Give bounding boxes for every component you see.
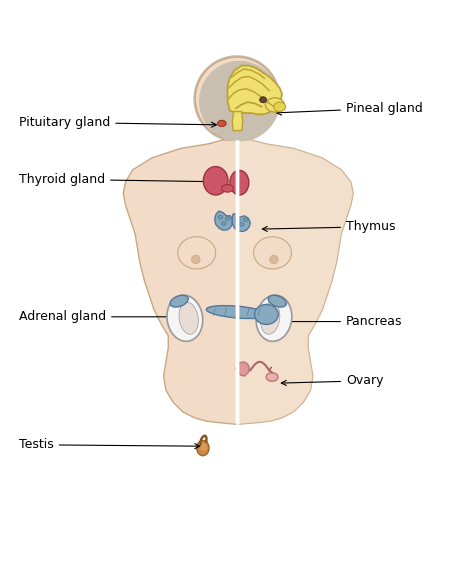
Ellipse shape [260, 97, 266, 102]
Polygon shape [232, 112, 243, 130]
Text: Pituitary gland: Pituitary gland [19, 116, 217, 129]
Ellipse shape [265, 98, 284, 112]
Ellipse shape [201, 443, 207, 451]
Ellipse shape [203, 166, 228, 195]
Ellipse shape [236, 218, 240, 221]
Ellipse shape [243, 218, 248, 221]
Ellipse shape [254, 237, 292, 269]
Polygon shape [236, 362, 249, 376]
Ellipse shape [266, 373, 278, 382]
Ellipse shape [221, 185, 233, 192]
Ellipse shape [268, 295, 286, 307]
Ellipse shape [218, 216, 223, 219]
Text: Thymus: Thymus [262, 220, 395, 233]
Ellipse shape [273, 102, 285, 112]
Circle shape [193, 55, 281, 142]
Ellipse shape [221, 221, 226, 225]
Circle shape [195, 57, 279, 141]
Text: Testis: Testis [19, 438, 200, 451]
Ellipse shape [170, 295, 188, 307]
Ellipse shape [197, 440, 209, 456]
Ellipse shape [179, 302, 198, 334]
Polygon shape [237, 140, 353, 424]
Text: Pineal gland: Pineal gland [276, 102, 423, 115]
Text: Adrenal gland: Adrenal gland [19, 311, 188, 323]
Ellipse shape [261, 302, 280, 334]
Polygon shape [232, 214, 250, 232]
Ellipse shape [225, 217, 230, 221]
Ellipse shape [230, 170, 249, 195]
Ellipse shape [178, 237, 216, 269]
Ellipse shape [255, 304, 278, 324]
Polygon shape [223, 137, 251, 144]
Text: Pancreas: Pancreas [279, 315, 402, 328]
Text: Thyroid gland: Thyroid gland [19, 173, 212, 186]
Ellipse shape [218, 120, 226, 126]
Circle shape [191, 255, 200, 264]
Text: Ovary: Ovary [281, 374, 383, 387]
Ellipse shape [256, 295, 292, 341]
Polygon shape [215, 211, 232, 230]
Circle shape [199, 61, 280, 141]
Ellipse shape [206, 305, 268, 319]
Ellipse shape [167, 295, 203, 341]
Polygon shape [123, 140, 353, 424]
Circle shape [270, 255, 278, 264]
Polygon shape [228, 66, 282, 114]
Ellipse shape [239, 223, 244, 227]
